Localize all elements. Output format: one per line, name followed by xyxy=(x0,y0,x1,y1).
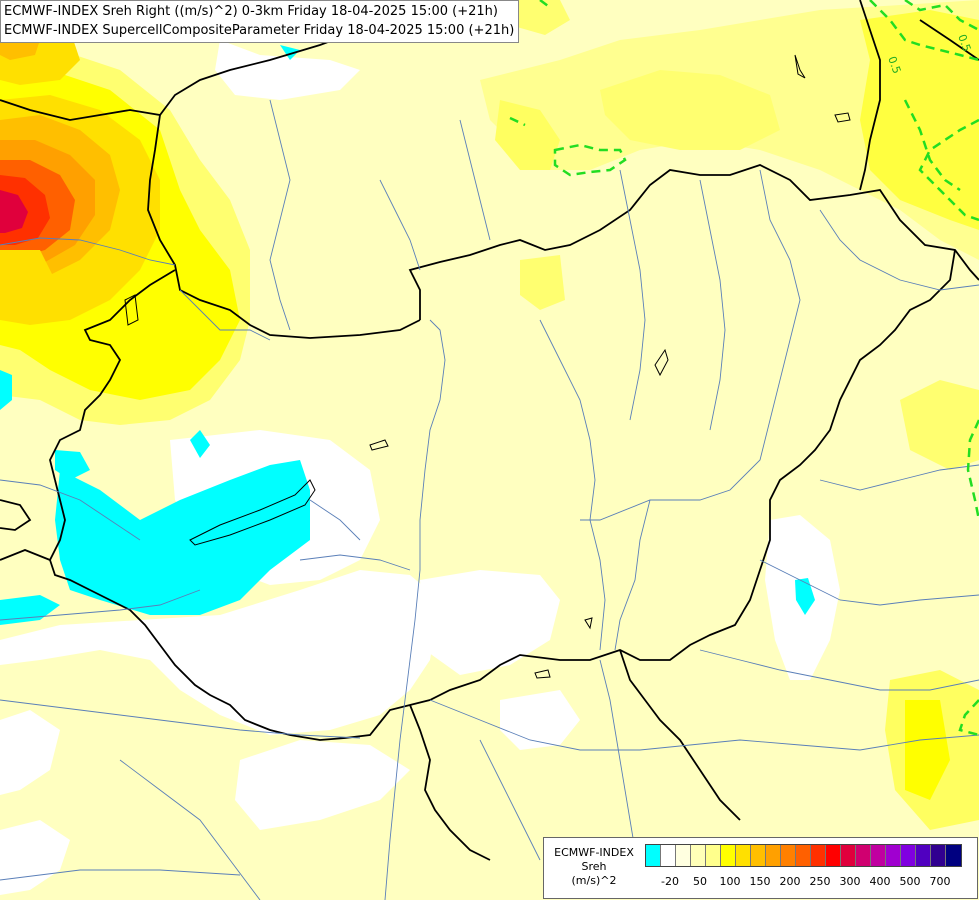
legend-swatch xyxy=(871,845,886,866)
map-title: ECMWF-INDEX Sreh Right ((m/s)^2) 0-3km F… xyxy=(0,0,520,43)
sreh-negative-areas xyxy=(0,12,815,625)
legend-swatch xyxy=(796,845,811,866)
legend-unit: (m/s)^2 xyxy=(571,874,617,887)
lakes xyxy=(124,54,851,679)
legend-swatch xyxy=(886,845,901,866)
legend-tick-label: -20 xyxy=(661,875,679,888)
legend-variable: Sreh xyxy=(581,860,607,873)
legend-swatch xyxy=(826,845,841,866)
legend-tick-label: 100 xyxy=(719,875,741,888)
legend-swatch xyxy=(676,845,691,866)
legend-tick-label: 300 xyxy=(839,875,861,888)
legend-swatch xyxy=(946,845,961,866)
title-line-1: ECMWF-INDEX Sreh Right ((m/s)^2) 0-3km F… xyxy=(4,4,498,19)
contour-label: 0.5 xyxy=(955,33,973,54)
legend-label: ECMWF-INDEX Sreh (m/s)^2 xyxy=(548,846,640,888)
legend-swatch xyxy=(661,845,676,866)
rivers xyxy=(0,99,979,900)
legend-swatch xyxy=(706,845,721,866)
legend-swatch xyxy=(646,845,661,866)
sreh-yellow-areas xyxy=(480,0,979,830)
legend-swatch xyxy=(856,845,871,866)
legend-swatch xyxy=(931,845,946,866)
legend-swatch xyxy=(781,845,796,866)
legend-tick-label: 500 xyxy=(899,875,921,888)
legend-swatch xyxy=(751,845,766,866)
legend-swatch xyxy=(766,845,781,866)
legend-swatch xyxy=(811,845,826,866)
color-legend: ECMWF-INDEX Sreh (m/s)^2 -20 50 100 150 200 2… xyxy=(543,837,978,899)
legend-tick-label: 700 xyxy=(929,875,951,888)
legend-tick-label: 50 xyxy=(693,875,707,888)
sreh-high-west xyxy=(0,0,250,425)
legend-swatch xyxy=(691,845,706,866)
legend-model: ECMWF-INDEX xyxy=(554,846,634,859)
legend-swatch xyxy=(916,845,931,866)
scp-contours xyxy=(509,0,979,737)
legend-tick-label: 200 xyxy=(779,875,801,888)
contour-label: 0.5 xyxy=(885,55,903,76)
legend-swatches xyxy=(645,844,962,867)
title-line-2: ECMWF-INDEX SupercellCompositeParameter … xyxy=(4,23,515,38)
legend-swatch xyxy=(841,845,856,866)
legend-tick-label: 400 xyxy=(869,875,891,888)
legend-swatch xyxy=(901,845,916,866)
legend-swatch xyxy=(736,845,751,866)
legend-tick-label: 150 xyxy=(749,875,771,888)
legend-swatch xyxy=(721,845,736,866)
legend-ticks: -20 50 100 150 200 250 300 400 500 700 xyxy=(645,875,975,889)
legend-tick-label: 250 xyxy=(809,875,831,888)
